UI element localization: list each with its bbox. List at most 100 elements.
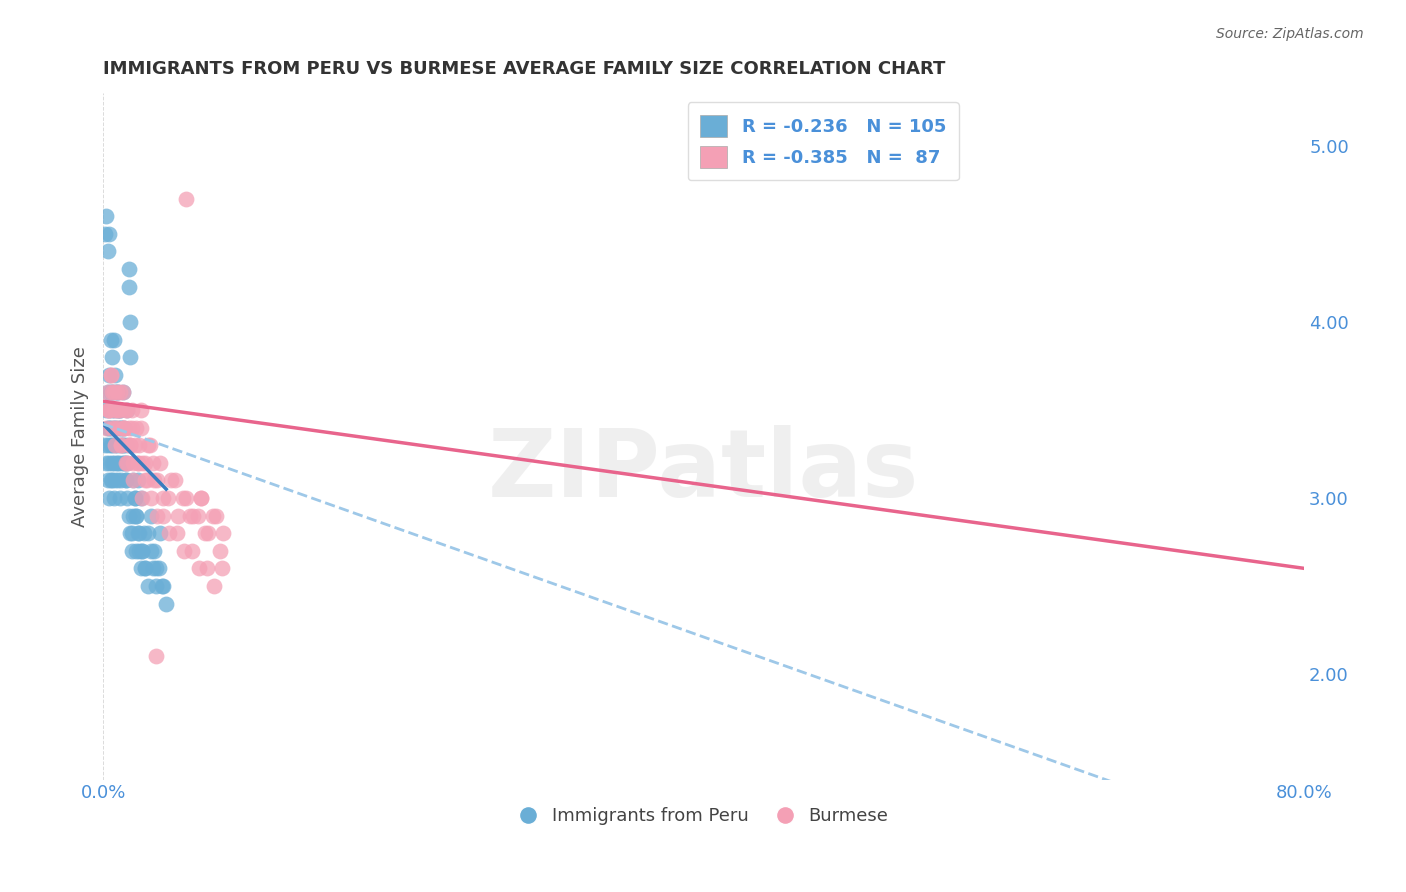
Point [212, 526, 235, 541]
Point [97, 385, 120, 400]
Point [104, 438, 127, 452]
Point [105, 385, 128, 400]
Point [129, 491, 152, 505]
Point [114, 403, 136, 417]
Point [124, 491, 146, 505]
Point [112, 456, 135, 470]
Point [166, 526, 188, 541]
Point [128, 438, 150, 452]
Point [101, 420, 124, 434]
Point [122, 508, 145, 523]
Point [127, 456, 149, 470]
Point [103, 385, 125, 400]
Point [100, 438, 122, 452]
Point [152, 491, 174, 505]
Point [94, 420, 117, 434]
Point [104, 368, 127, 382]
Point [115, 491, 138, 505]
Point [112, 420, 135, 434]
Point [155, 597, 177, 611]
Point [110, 438, 132, 452]
Point [136, 579, 159, 593]
Point [121, 526, 143, 541]
Point [148, 561, 170, 575]
Point [98, 403, 121, 417]
Point [129, 403, 152, 417]
Point [118, 438, 141, 452]
Point [114, 456, 136, 470]
Point [107, 420, 129, 434]
Point [179, 508, 201, 523]
Point [173, 543, 195, 558]
Point [142, 561, 165, 575]
Point [112, 420, 135, 434]
Point [114, 438, 136, 452]
Point [107, 385, 129, 400]
Point [125, 543, 148, 558]
Point [129, 420, 152, 434]
Point [132, 526, 155, 541]
Point [115, 403, 138, 417]
Point [136, 438, 159, 452]
Point [149, 456, 172, 470]
Point [165, 473, 187, 487]
Point [94, 456, 117, 470]
Point [172, 491, 194, 505]
Point [104, 473, 127, 487]
Point [131, 491, 153, 505]
Point [111, 438, 134, 452]
Point [98, 227, 121, 241]
Text: IMMIGRANTS FROM PERU VS BURMESE AVERAGE FAMILY SIZE CORRELATION CHART: IMMIGRANTS FROM PERU VS BURMESE AVERAGE … [103, 60, 945, 78]
Point [105, 403, 128, 417]
Point [101, 403, 124, 417]
Point [101, 385, 124, 400]
Point [114, 473, 136, 487]
Point [122, 456, 145, 470]
Point [129, 561, 152, 575]
Point [103, 456, 125, 470]
Point [152, 508, 174, 523]
Point [136, 526, 159, 541]
Point [100, 420, 122, 434]
Point [127, 456, 149, 470]
Point [134, 561, 156, 575]
Point [115, 456, 138, 470]
Point [131, 543, 153, 558]
Point [121, 420, 143, 434]
Legend: Immigrants from Peru, Burmese: Immigrants from Peru, Burmese [512, 800, 896, 832]
Point [105, 385, 128, 400]
Point [110, 420, 132, 434]
Point [104, 420, 127, 434]
Point [101, 456, 124, 470]
Point [146, 508, 169, 523]
Point [141, 508, 163, 523]
Point [97, 473, 120, 487]
Y-axis label: Average Family Size: Average Family Size [72, 346, 89, 527]
Point [98, 491, 121, 505]
Point [108, 403, 131, 417]
Point [152, 579, 174, 593]
Point [124, 491, 146, 505]
Point [121, 543, 143, 558]
Point [121, 403, 143, 417]
Point [145, 649, 167, 664]
Point [101, 473, 124, 487]
Point [187, 508, 209, 523]
Point [120, 526, 142, 541]
Point [100, 473, 122, 487]
Point [190, 491, 212, 505]
Point [135, 473, 157, 487]
Point [156, 491, 179, 505]
Point [134, 561, 156, 575]
Point [94, 403, 117, 417]
Point [100, 368, 122, 382]
Point [146, 473, 169, 487]
Point [145, 579, 167, 593]
Point [101, 350, 124, 364]
Point [104, 385, 127, 400]
Point [97, 385, 120, 400]
Point [188, 561, 211, 575]
Point [142, 456, 165, 470]
Point [197, 526, 219, 541]
Point [118, 508, 141, 523]
